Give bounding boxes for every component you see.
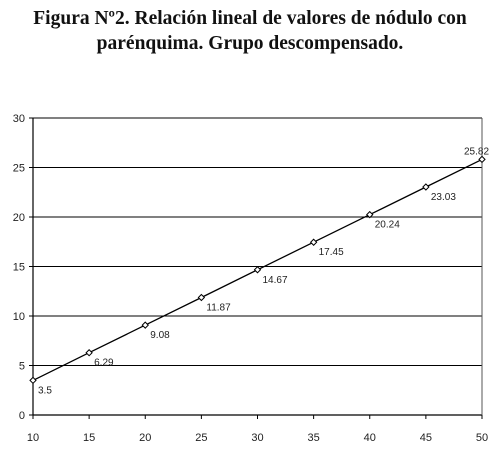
- data-point-25: [197, 293, 206, 302]
- axis-layer: 0 5 10 15 20 25 30 10 15 20 25 30 35 40 45 50: [13, 113, 488, 444]
- data-label-40: 20.24: [375, 220, 400, 231]
- y-tick-label-20: 20: [13, 212, 25, 224]
- chart-title-line-2: parénquima. Grupo descompensado.: [96, 33, 404, 54]
- data-point-35: [309, 238, 318, 246]
- x-tick-label-25: 25: [195, 432, 207, 444]
- data-point-10: [29, 376, 37, 385]
- data-label-45: 23.03: [431, 192, 456, 203]
- x-tick-label-35: 35: [308, 432, 320, 444]
- data-point-15: [85, 349, 93, 357]
- y-tick-label-25: 25: [13, 163, 25, 175]
- chart-title: Figura Nº2. Relación lineal de valores d…: [0, 6, 500, 56]
- y-tick-label-0: 0: [19, 410, 25, 422]
- data-label-35: 17.45: [319, 247, 344, 258]
- data-label-layer: 3.5 6.29 9.08 11.87 14.67 17.45 20.24 23.03 25.8…: [38, 146, 489, 396]
- y-tick-label-10: 10: [13, 311, 25, 323]
- data-point-45: [422, 183, 430, 191]
- x-tick-label-40: 40: [364, 432, 376, 444]
- x-tick-label-30: 30: [251, 432, 263, 444]
- data-label-15: 6.29: [94, 358, 114, 369]
- x-tick-label-45: 45: [420, 432, 432, 444]
- x-tick-label-50: 50: [476, 432, 488, 444]
- y-tick-label-15: 15: [13, 262, 25, 274]
- data-point-40: [366, 210, 374, 219]
- data-label-10: 3.5: [38, 385, 52, 396]
- x-tick-label-15: 15: [83, 432, 95, 444]
- data-point-20: [141, 321, 149, 329]
- data-label-25: 11.87: [206, 302, 231, 313]
- data-label-30: 14.67: [263, 275, 288, 286]
- data-point-30: [253, 266, 262, 274]
- marker-layer: [29, 155, 486, 385]
- x-tick-label-10: 10: [27, 432, 39, 444]
- chart-title-line-1: Figura Nº2. Relación lineal de valores d…: [33, 8, 467, 29]
- data-point-50: [478, 155, 486, 164]
- y-tick-label-5: 5: [19, 361, 25, 373]
- x-tick-label-20: 20: [139, 432, 151, 444]
- grid-layer: [33, 117, 482, 367]
- data-label-50: 25.82: [464, 146, 489, 157]
- data-label-20: 9.08: [150, 330, 170, 341]
- y-tick-label-30: 30: [13, 113, 25, 125]
